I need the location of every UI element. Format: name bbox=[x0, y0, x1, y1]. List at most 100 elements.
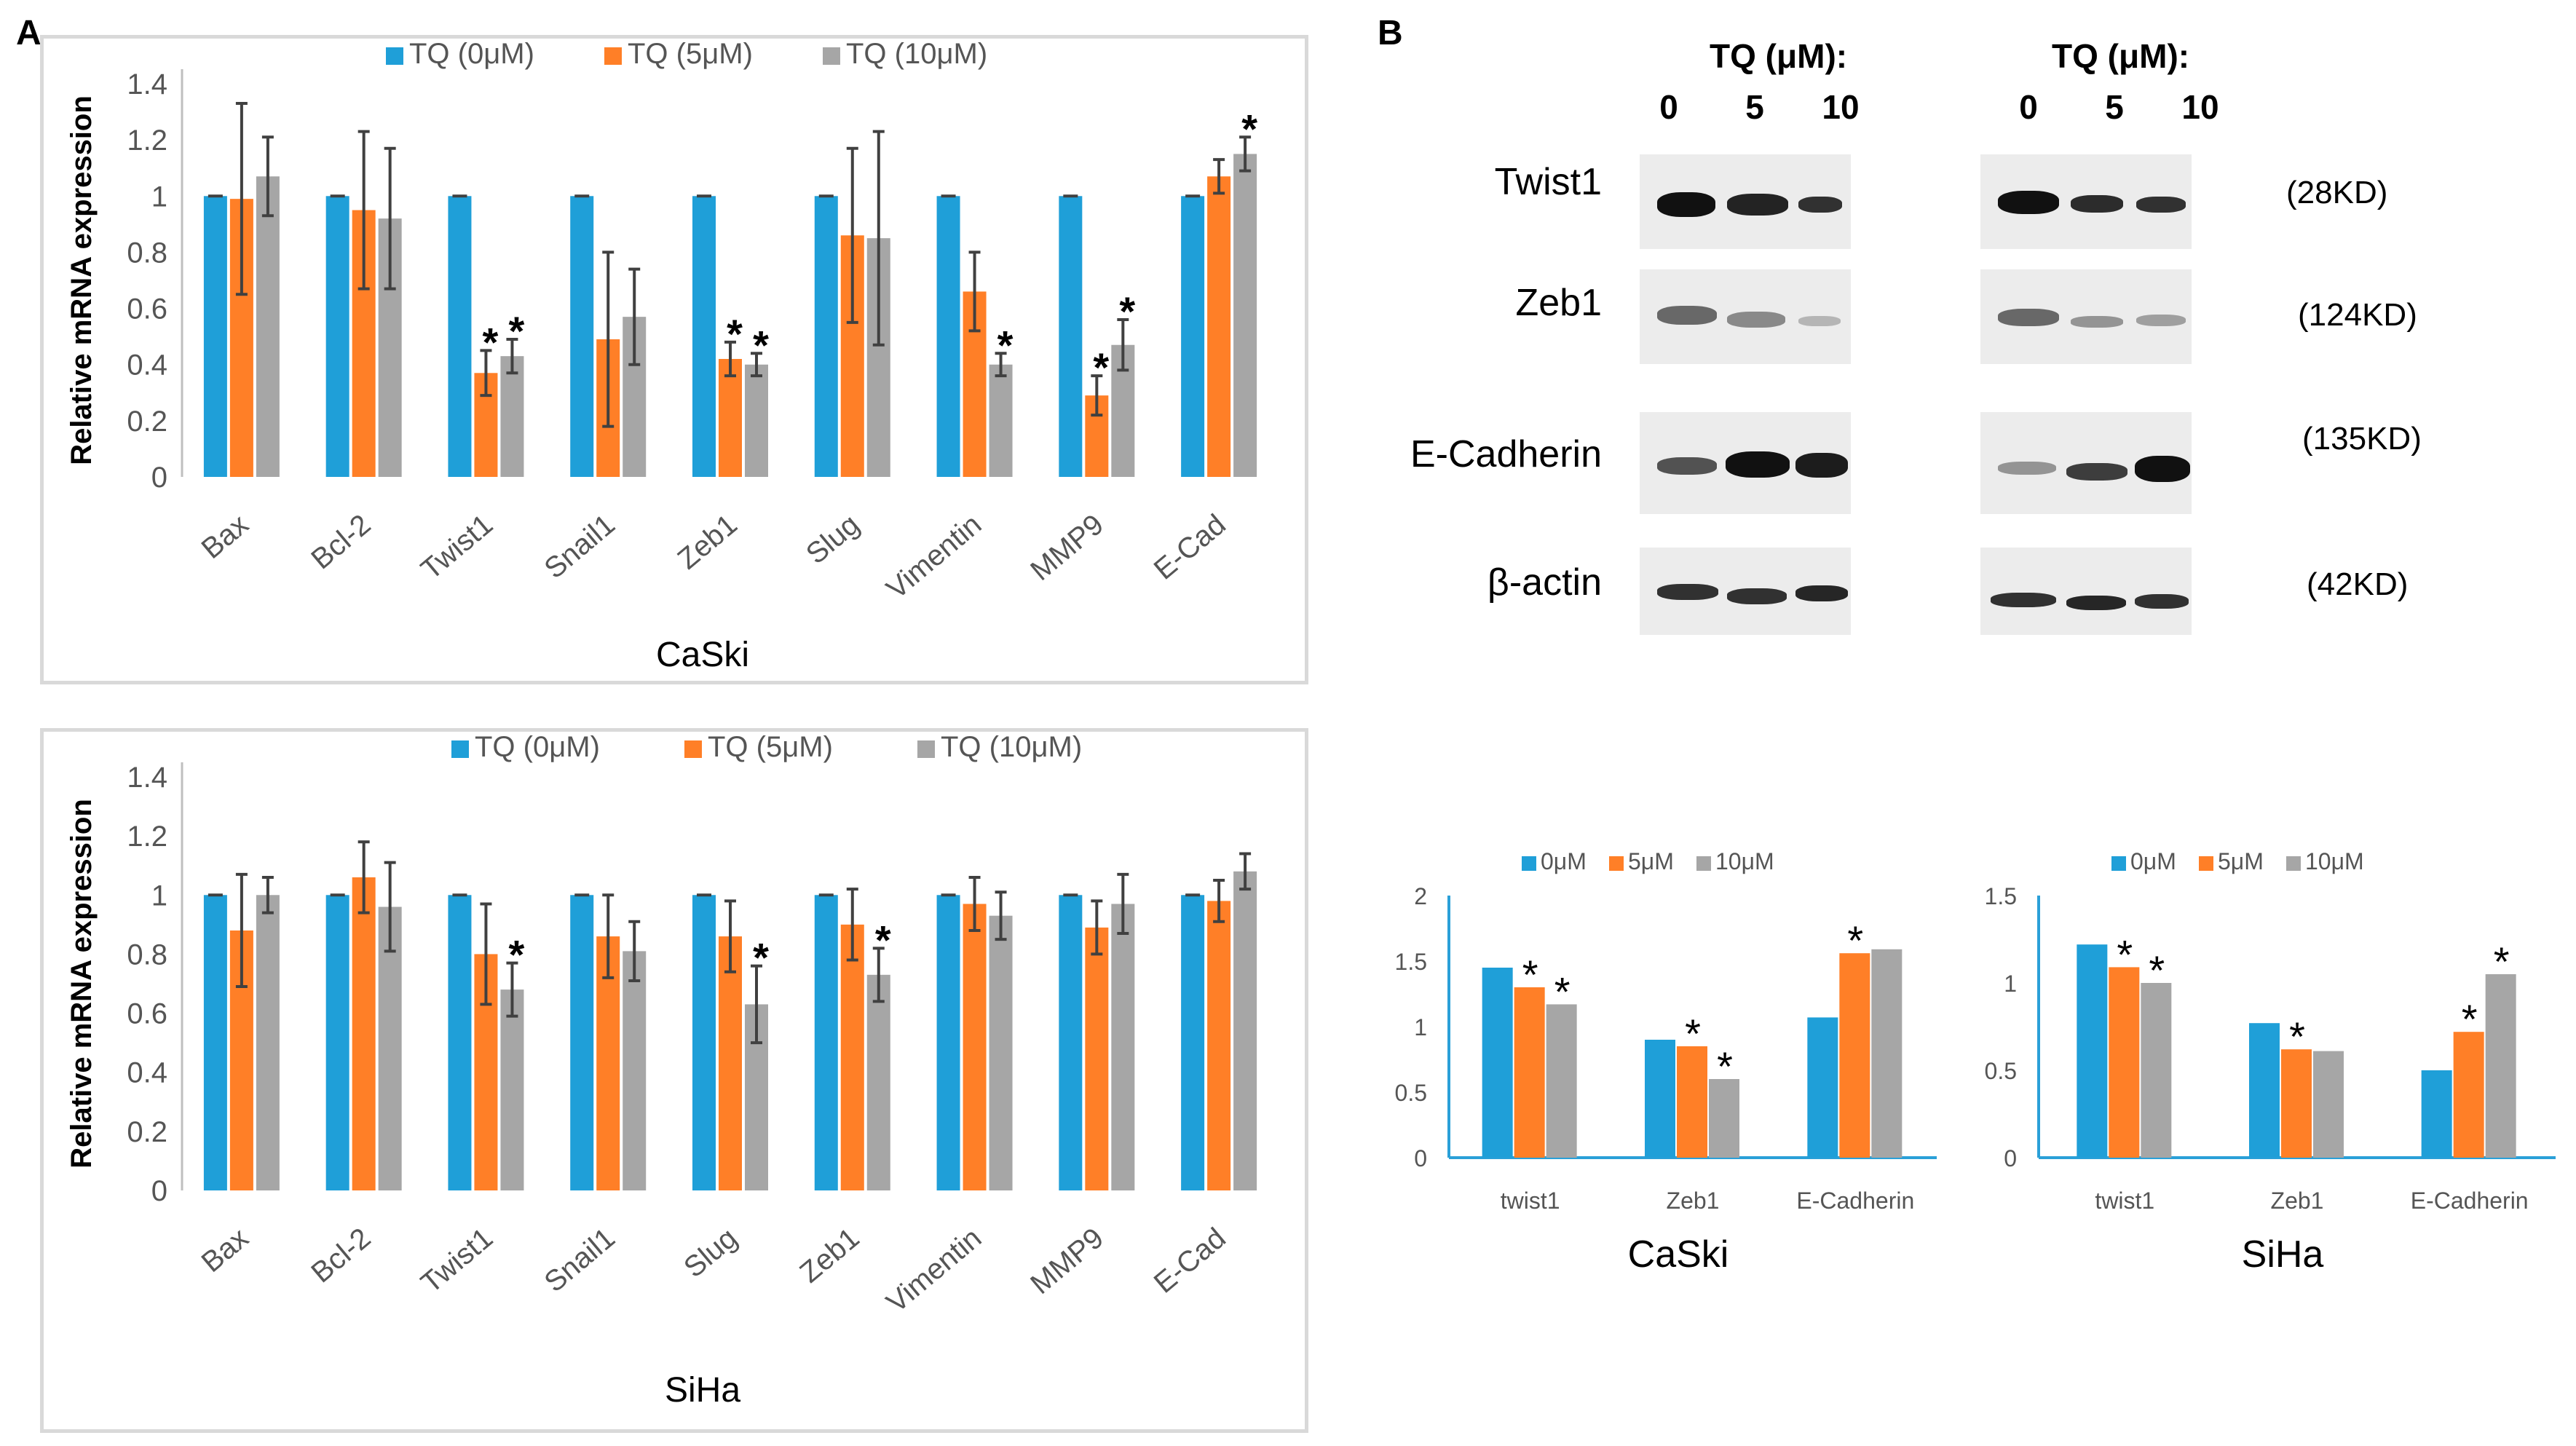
significance-star: * bbox=[727, 311, 743, 357]
legend-swatch bbox=[1609, 856, 1624, 871]
bar bbox=[989, 364, 1013, 477]
y-tick-label: 0.6 bbox=[127, 293, 167, 325]
significance-star: * bbox=[1093, 344, 1109, 390]
legend-swatch bbox=[823, 47, 840, 65]
legend-label: TQ (10μM) bbox=[941, 732, 1082, 763]
tq-header-caski: TQ (μM): bbox=[1710, 37, 1848, 75]
bar bbox=[500, 356, 524, 477]
bar bbox=[2281, 1049, 2312, 1158]
blot-siha-bactin bbox=[1980, 548, 2192, 635]
legend-swatch bbox=[2286, 856, 2301, 871]
bar bbox=[1085, 927, 1109, 1190]
bar bbox=[2485, 974, 2516, 1158]
bar bbox=[256, 895, 280, 1190]
significance-star: * bbox=[997, 322, 1014, 368]
bar bbox=[1871, 949, 1903, 1158]
x-tick-label: Zeb1 bbox=[1667, 1188, 1720, 1214]
x-tick-label: MMP9 bbox=[1024, 1222, 1110, 1300]
blot-siha-twist1 bbox=[1980, 154, 2192, 249]
caski-protein-chart: 0 0.5 1 1.5 2 0μM 5μM 10μM * * twist1 * * Zeb1 * E-Cadh… bbox=[1395, 852, 1937, 1276]
legend-swatch bbox=[684, 740, 702, 758]
legend-swatch bbox=[1522, 856, 1536, 871]
significance-star: * bbox=[1119, 288, 1135, 334]
bar bbox=[1709, 1079, 1739, 1158]
y-tick-label: 0.5 bbox=[1395, 1080, 1427, 1106]
caski-mrna-chart: 0 0.2 0.4 0.6 0.8 1 1.2 1.4 Relative mRNA expres… bbox=[66, 38, 1257, 674]
chart-title: CaSki bbox=[1628, 1233, 1729, 1276]
bar bbox=[1059, 895, 1083, 1190]
bar bbox=[352, 877, 376, 1190]
tq-header-siha: TQ (μM): bbox=[2052, 37, 2190, 75]
x-tick-label: Snail1 bbox=[539, 1222, 621, 1298]
x-tick-label: E-Cadherin bbox=[2411, 1188, 2529, 1214]
y-tick-label: 1 bbox=[151, 181, 167, 213]
significance-star: * bbox=[2117, 931, 2133, 977]
significance-star: * bbox=[1554, 968, 1571, 1014]
bar bbox=[840, 924, 864, 1190]
legend-swatch bbox=[1696, 856, 1711, 871]
western-blot-panel: TQ (μM): TQ (μM): 0 5 10 0 5 10 Twist1 (… bbox=[1369, 29, 2570, 684]
y-tick-label: 1 bbox=[1414, 1014, 1427, 1040]
blot-caski-ecadherin bbox=[1640, 412, 1851, 514]
y-tick-label: 1.2 bbox=[127, 125, 167, 157]
panel-a-label: A bbox=[16, 14, 42, 52]
bar bbox=[989, 915, 1013, 1190]
y-tick-label: 1.4 bbox=[127, 762, 167, 794]
bar bbox=[745, 364, 768, 477]
protein-bactin-label: β-actin bbox=[1487, 561, 1602, 604]
lane-siha-5: 5 bbox=[2105, 88, 2124, 126]
bar bbox=[1233, 154, 1257, 477]
protein-zeb1-label: Zeb1 bbox=[1515, 282, 1602, 324]
y-tick-label: 0.8 bbox=[127, 237, 167, 269]
bar bbox=[1839, 953, 1870, 1158]
y-axis-label: Relative mRNA expression bbox=[66, 799, 98, 1169]
lane-caski-0: 0 bbox=[1659, 88, 1678, 126]
x-tick-label: Slug bbox=[678, 1222, 743, 1284]
y-tick-label: 1.4 bbox=[127, 68, 167, 100]
bar bbox=[1207, 901, 1231, 1190]
bar bbox=[325, 895, 349, 1190]
y-tick-label: 0.4 bbox=[127, 349, 167, 382]
bar bbox=[570, 196, 594, 477]
legend-swatch bbox=[917, 740, 935, 758]
bar bbox=[2249, 1023, 2280, 1158]
bar bbox=[1111, 904, 1135, 1190]
chart-title: SiHa bbox=[2242, 1233, 2324, 1276]
significance-star: * bbox=[2149, 947, 2165, 993]
y-tick-label: 0.8 bbox=[127, 939, 167, 971]
significance-star: * bbox=[483, 319, 499, 365]
chart-title: CaSki bbox=[656, 636, 749, 674]
y-tick-label: 0.4 bbox=[127, 1057, 167, 1089]
bar bbox=[814, 196, 838, 477]
legend-label: 5μM bbox=[2218, 852, 2264, 874]
kd-zeb1: (124KD) bbox=[2298, 297, 2417, 333]
bar bbox=[814, 895, 838, 1190]
legend-label: TQ (10μM) bbox=[846, 39, 987, 70]
y-axis-label: Relative mRNA expression bbox=[66, 95, 98, 465]
bar bbox=[2077, 944, 2108, 1158]
lane-siha-0: 0 bbox=[2019, 88, 2038, 126]
bar bbox=[2453, 1032, 2484, 1158]
x-tick-label: Bax bbox=[196, 508, 255, 565]
y-tick-label: 0.2 bbox=[127, 406, 167, 438]
x-tick-label: Vimentin bbox=[880, 1222, 987, 1319]
bar bbox=[719, 936, 742, 1190]
x-tick-label: MMP9 bbox=[1024, 508, 1110, 587]
bar bbox=[936, 196, 960, 477]
significance-star: * bbox=[2494, 939, 2510, 984]
legend-label: 10μM bbox=[2305, 852, 2364, 874]
significance-star: * bbox=[1685, 1011, 1701, 1056]
x-tick-label: twist1 bbox=[2095, 1188, 2154, 1214]
kd-twist1: (28KD) bbox=[2286, 175, 2388, 210]
protein-twist1-label: Twist1 bbox=[1494, 161, 1602, 203]
x-tick-label: Twist1 bbox=[415, 1222, 499, 1300]
bar bbox=[448, 196, 472, 477]
legend-label: 0μM bbox=[1541, 852, 1587, 874]
x-tick-label: Snail1 bbox=[539, 508, 621, 585]
bar bbox=[500, 989, 524, 1190]
lane-caski-10: 10 bbox=[1822, 88, 1860, 126]
blot-caski-zeb1 bbox=[1640, 269, 1851, 364]
y-tick-label: 0.2 bbox=[127, 1116, 167, 1148]
bar bbox=[963, 904, 987, 1190]
legend-swatch bbox=[386, 47, 403, 65]
